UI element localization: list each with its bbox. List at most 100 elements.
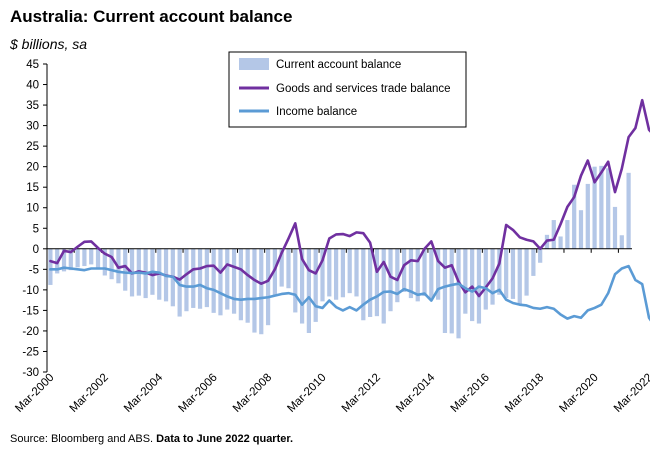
current-account-bar <box>415 248 420 302</box>
current-account-bar <box>436 248 441 300</box>
current-account-bar <box>612 206 618 249</box>
current-account-bar <box>327 248 332 297</box>
current-account-bar <box>599 165 604 249</box>
y-tick-label: -20 <box>22 326 39 338</box>
current-account-bar <box>442 248 448 333</box>
current-account-bar <box>177 248 182 317</box>
current-account-bar <box>286 248 291 289</box>
current-account-bar <box>211 248 216 313</box>
current-account-bar <box>565 220 570 249</box>
goods-services-line <box>49 98 650 298</box>
current-account-bar <box>306 248 311 333</box>
x-tick-label: Mar-2002 <box>68 372 111 415</box>
current-account-bar <box>497 248 502 295</box>
current-account-bar <box>592 166 597 249</box>
current-account-bar <box>483 248 488 310</box>
y-axis-units-label: $ billions, sa <box>10 36 88 52</box>
current-account-bar <box>340 248 346 298</box>
x-tick-label: Mar-2018 <box>503 372 546 415</box>
y-tick-label: 20 <box>26 162 39 174</box>
y-tick-label: 15 <box>26 182 39 194</box>
current-account-bar <box>449 248 454 334</box>
y-tick-label: -5 <box>29 264 39 276</box>
y-tick-label: 0 <box>33 244 39 256</box>
y-tick-label: 5 <box>33 223 39 235</box>
current-account-bar <box>68 248 73 271</box>
current-account-bar <box>619 235 624 249</box>
x-tick-label: Mar-2004 <box>122 371 166 415</box>
y-tick-label: 45 <box>26 59 39 71</box>
current-account-bar <box>123 248 128 291</box>
current-account-bar <box>374 248 380 317</box>
current-account-bar <box>402 248 407 292</box>
current-account-bar <box>368 248 373 317</box>
current-account-bar <box>299 248 305 324</box>
current-account-bar <box>102 248 107 276</box>
series-lines <box>49 98 650 322</box>
current-account-bar <box>61 248 67 272</box>
source-text: Source: Bloomberg and ABS. <box>10 433 157 445</box>
current-account-bar <box>259 248 264 335</box>
current-account-bar <box>558 236 563 249</box>
current-account-bar <box>395 248 400 303</box>
current-account-bar <box>551 220 556 249</box>
current-account-bar <box>606 168 611 249</box>
y-tick-label: 25 <box>26 141 39 153</box>
current-account-bar <box>538 248 543 263</box>
x-tick-label: Mar-2022 <box>612 372 650 415</box>
current-account-bar <box>524 248 529 296</box>
current-account-bar <box>218 248 223 316</box>
legend-label: Current account balance <box>276 59 401 71</box>
x-tick-label: Mar-2006 <box>177 372 220 415</box>
current-account-bar <box>408 248 414 299</box>
current-account-bar <box>354 248 359 297</box>
y-tick-label: 35 <box>26 100 39 112</box>
current-account-bar <box>517 248 522 305</box>
current-account-bar <box>109 248 114 280</box>
current-account-bar <box>510 248 516 299</box>
current-account-bar <box>456 248 461 339</box>
current-account-bar <box>197 248 203 309</box>
y-tick-label: -30 <box>22 367 39 379</box>
current-account-bar <box>470 248 475 322</box>
current-account-bar <box>361 248 366 321</box>
current-account-bar <box>191 248 196 308</box>
y-tick-label: 30 <box>26 121 39 133</box>
current-account-bar <box>578 210 584 249</box>
current-account-bar <box>585 183 590 249</box>
current-account-bar <box>279 248 284 287</box>
current-account-bar <box>504 248 509 299</box>
source-note: Source: Bloomberg and ABS. Data to June … <box>10 433 293 445</box>
current-account-bar <box>572 184 577 249</box>
current-account-bar <box>238 248 243 321</box>
current-account-bar <box>293 248 298 313</box>
current-account-bar <box>313 248 318 322</box>
current-account-bar <box>381 248 386 324</box>
income-line <box>49 264 650 322</box>
legend-label: Income balance <box>276 106 357 118</box>
current-account-bar <box>272 248 277 296</box>
current-account-bar <box>429 248 434 299</box>
chart-legend: Current account balance Goods and service… <box>228 51 467 128</box>
y-tick-label: -10 <box>22 285 39 297</box>
y-tick-label: -15 <box>22 305 39 317</box>
y-tick-label: -25 <box>22 346 39 358</box>
x-tick-label: Mar-2020 <box>557 372 600 415</box>
current-account-bar <box>95 248 101 269</box>
current-account-bar <box>82 248 87 267</box>
current-account-bar <box>48 248 53 285</box>
current-account-bar <box>626 172 631 249</box>
current-account-bar <box>252 248 257 333</box>
x-tick-label: Mar-2008 <box>231 372 274 415</box>
current-account-bar <box>388 248 393 312</box>
current-account-bar <box>75 248 80 268</box>
source-bold-text: Data to June 2022 quarter. <box>156 433 294 445</box>
current-account-bar <box>320 248 325 302</box>
legend-swatch-current-account <box>239 58 269 70</box>
current-account-bar <box>225 248 230 310</box>
current-account-bar <box>245 248 250 323</box>
current-account-bar <box>89 248 94 265</box>
current-account-bar <box>204 248 209 308</box>
y-tick-label: 10 <box>26 203 39 215</box>
